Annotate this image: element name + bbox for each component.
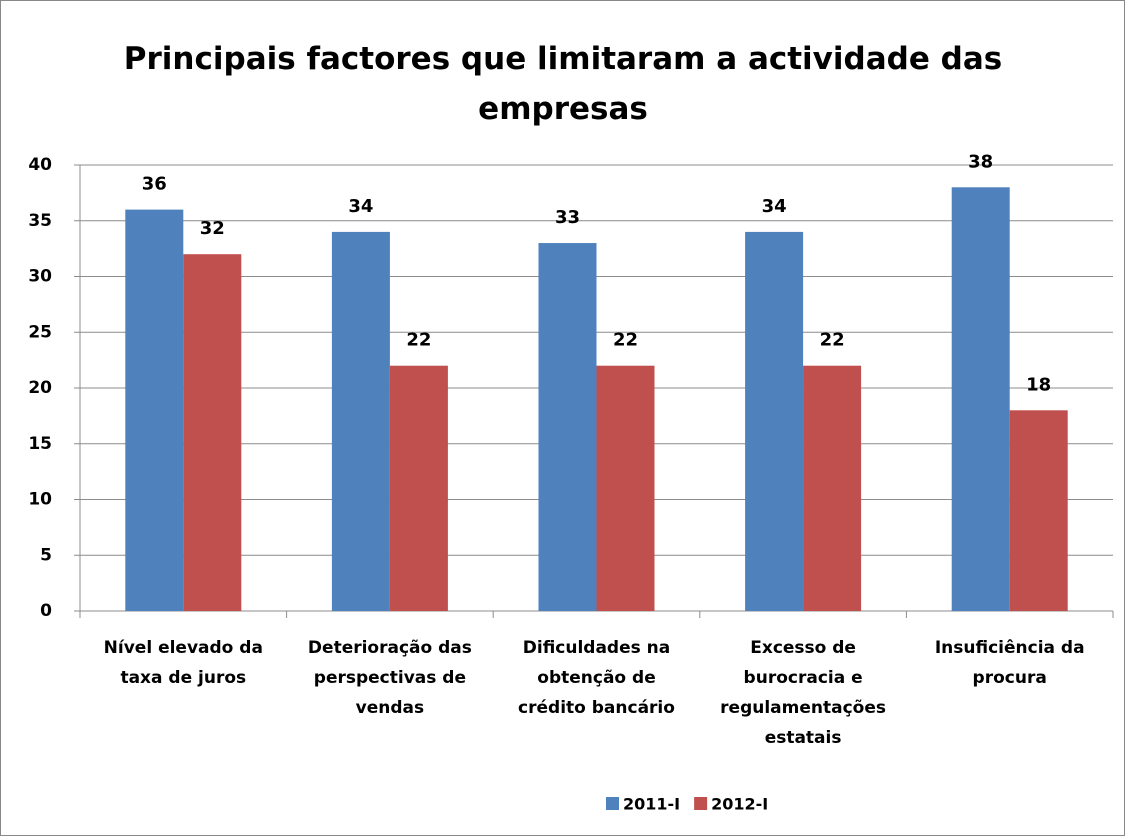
y-tick-label: 15 (28, 434, 52, 454)
bar (183, 254, 242, 611)
x-tick-label: burocracia e (744, 668, 863, 688)
y-tick-label: 25 (28, 322, 52, 342)
chart-title: Principais factores que limitaram a acti… (124, 41, 1002, 127)
x-tick-label: Nível elevado da (104, 638, 263, 658)
bar (331, 231, 390, 611)
x-tick-label: estatais (765, 728, 842, 748)
legend-swatch (694, 797, 708, 810)
data-label: 36 (142, 174, 167, 195)
data-label: 22 (613, 330, 638, 351)
legend-label: 2011-I (623, 795, 680, 814)
y-tick-label: 5 (40, 545, 52, 565)
x-tick-label: Dificuldades na (523, 638, 671, 658)
x-tick-label: Excesso de (750, 638, 856, 658)
bar (538, 243, 597, 612)
bar (596, 365, 655, 611)
bar (125, 209, 184, 611)
y-tick-label: 35 (28, 211, 52, 231)
bar (803, 365, 862, 611)
x-tick-label: procura (973, 668, 1047, 688)
data-label: 18 (1026, 374, 1051, 395)
y-tick-label: 20 (28, 378, 52, 398)
y-tick-label: 10 (28, 490, 52, 510)
bar (1009, 410, 1068, 611)
bar (745, 231, 804, 611)
data-label: 34 (348, 196, 373, 217)
x-tick-label: regulamentações (720, 698, 886, 718)
data-label: 38 (968, 151, 993, 172)
data-label: 33 (555, 207, 580, 228)
x-tick-label: vendas (356, 698, 424, 718)
x-tick-label: perspectivas de (314, 668, 466, 688)
y-tick-label: 30 (28, 267, 52, 287)
y-tick-label: 40 (28, 155, 52, 175)
legend-label: 2012-I (711, 795, 768, 814)
x-tick-label: taxa de juros (120, 668, 246, 688)
bar (389, 365, 448, 611)
data-label: 22 (406, 330, 431, 351)
x-tick-label: Insuficiência da (935, 638, 1085, 658)
bar (951, 187, 1010, 612)
data-label: 22 (820, 330, 845, 351)
y-tick-label: 0 (40, 601, 52, 621)
legend-swatch (606, 797, 619, 810)
x-tick-label: crédito bancário (518, 698, 675, 718)
x-tick-label: Deterioração das (308, 638, 472, 658)
data-label: 34 (762, 196, 787, 217)
x-tick-label: obtenção de (537, 668, 655, 688)
data-label: 32 (200, 218, 225, 239)
